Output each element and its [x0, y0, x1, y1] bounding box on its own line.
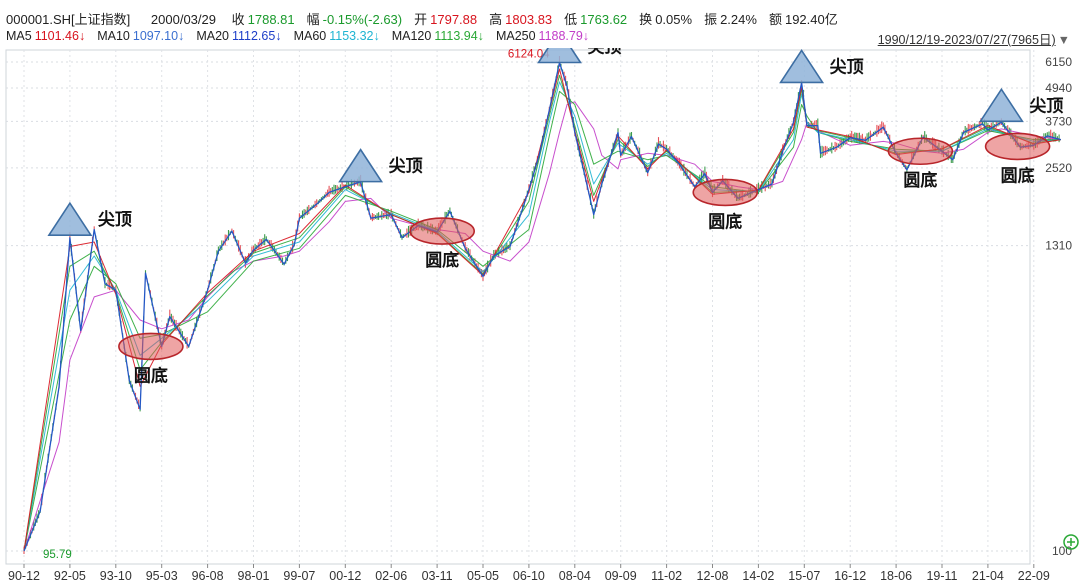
x-tick-label: 99-07: [283, 569, 315, 583]
sharp-top-marker: [338, 148, 384, 183]
quote-label: 振: [704, 12, 718, 27]
date-range-selector[interactable]: 1990/12/19-2023/07/27(7965日) ▼: [878, 29, 1070, 48]
quote-value: 192.40亿: [784, 12, 838, 27]
quote-label: 幅: [306, 12, 320, 27]
ma-legend-label: MA5: [6, 29, 32, 43]
x-tick-label: 02-06: [375, 569, 407, 583]
x-tick-label: 05-05: [467, 569, 499, 583]
round-bottom-label: 圆底: [134, 365, 168, 385]
quote-label: 收: [231, 12, 245, 27]
y-tick-label: 2520: [1045, 161, 1072, 175]
y-tick-label: 4940: [1045, 81, 1072, 95]
sharp-top-label: 尖顶: [1029, 95, 1063, 115]
sharp-top-label: 尖顶: [830, 56, 864, 76]
x-tick-label: 08-04: [559, 569, 591, 583]
x-tick-label: 16-12: [834, 569, 866, 583]
quote-label: 额: [768, 12, 782, 27]
date-range-label[interactable]: 1990/12/19-2023/07/27(7965日): [877, 33, 1056, 47]
ma-legend-label: MA60: [293, 29, 327, 43]
x-tick-label: 98-01: [238, 569, 270, 583]
x-tick-label: 03-11: [422, 569, 453, 583]
round-bottom-label: 圆底: [425, 250, 459, 270]
plot-frame: [5, 49, 1031, 565]
x-tick-label: 93-10: [100, 569, 132, 583]
quote-value: -0.15%(-2.63): [322, 12, 403, 27]
ma-legend-value: 1097.10↓: [132, 29, 185, 43]
sharp-top-label: 尖顶: [389, 156, 423, 176]
quote-items: 收 1788.81 幅 -0.15%(-2.63) 开 1797.88 高 1803.83 低 1…: [232, 12, 850, 27]
y-tick-label: 1310: [1045, 239, 1072, 253]
ma-legend-value: 1113.94↓: [434, 29, 484, 43]
x-tick-label: 22-09: [1018, 569, 1050, 583]
ma-legend-label: MA10: [97, 29, 130, 43]
x-tick-label: 21-04: [972, 569, 1004, 583]
x-tick-label: 11-02: [651, 569, 682, 583]
quote-label: 换: [639, 12, 653, 27]
ma-legend-value: 1153.32↓: [329, 29, 380, 43]
sharp-top-marker: [47, 201, 93, 236]
quote-row: 000001.SH[上证指数] 2000/03/29 收 1788.81 幅 -0.1…: [6, 9, 850, 28]
quote-header: 000001.SH[上证指数] 2000/03/29 收 1788.81 幅 -0.1…: [0, 0, 1080, 48]
y-tick-label: 6150: [1045, 55, 1072, 69]
x-tick-label: 19-11: [926, 569, 957, 583]
price-line: [23, 61, 1061, 552]
sharp-top-marker: [779, 48, 825, 84]
x-tick-label: 92-05: [54, 569, 86, 583]
x-tick-label: 18-06: [880, 569, 912, 583]
round-bottom-marker: [984, 132, 1051, 161]
ma-line: [23, 81, 1061, 552]
round-bottom-marker: [118, 332, 184, 361]
x-tick-label: 15-07: [788, 569, 820, 583]
quote-label: 高: [489, 12, 503, 27]
quote-value: 2.24%: [720, 12, 757, 27]
index-chart: 6150 4940 3730 2520 1310 100 90-12 92-05 93-10 95…: [5, 48, 1079, 583]
y-tick-label: 100: [1052, 544, 1072, 558]
ma-legend-value: 1112.65↓: [231, 29, 282, 43]
sharp-top-marker: [537, 48, 582, 64]
quote-value: 1803.83: [505, 12, 553, 27]
quote-value: 0.05%: [655, 12, 693, 27]
symbol-label: 000001.SH[上证指数]: [6, 12, 131, 27]
x-tick-label: 96-08: [192, 569, 224, 583]
x-tick-label: 95-03: [146, 569, 178, 583]
quote-label: 低: [564, 12, 578, 27]
sharp-top-label: 尖顶: [588, 48, 622, 57]
ma-legend-label: MA250: [495, 29, 536, 43]
sharp-top-marker: [978, 87, 1024, 123]
x-tick-label: 90-12: [8, 569, 40, 583]
ma-legend-value: 1188.79↓: [538, 29, 590, 43]
dropdown-arrow-icon[interactable]: ▼: [1057, 33, 1070, 47]
x-tick-label: 00-12: [329, 569, 361, 583]
quote-value: 1763.62: [580, 12, 628, 27]
quote-value: 1797.88: [430, 12, 478, 27]
x-tick-label: 06-10: [513, 569, 545, 583]
y-tick-label: 3730: [1045, 114, 1072, 128]
x-tick-label: 09-09: [605, 569, 637, 583]
round-bottom-label: 圆底: [1001, 165, 1035, 185]
quote-value: 1788.81: [247, 12, 295, 27]
x-tick-label: 12-08: [697, 569, 729, 583]
ma-legend-value: 1101.46↓: [34, 29, 86, 43]
round-bottom-marker: [887, 137, 954, 166]
quote-label: 开: [414, 12, 428, 27]
min-price-label: 95.79: [43, 549, 72, 561]
max-price-label: 6124.04: [508, 49, 550, 61]
ma-legend: MA5 1101.46↓ MA10 1097.10↓ MA20 1112.65↓ MA60 1…: [6, 29, 601, 43]
round-bottom-label: 圆底: [903, 170, 937, 190]
round-bottom-label: 圆底: [708, 211, 742, 231]
round-bottom-marker: [409, 217, 476, 245]
x-tick-label: 14-02: [742, 569, 774, 583]
ma-legend-label: MA20: [196, 29, 229, 43]
quote-date: 2000/03/29: [150, 12, 216, 27]
zoom-icon: [1063, 534, 1079, 550]
ma-legend-label: MA120: [391, 29, 432, 43]
sharp-top-label: 尖顶: [98, 209, 132, 229]
round-bottom-marker: [692, 178, 759, 207]
